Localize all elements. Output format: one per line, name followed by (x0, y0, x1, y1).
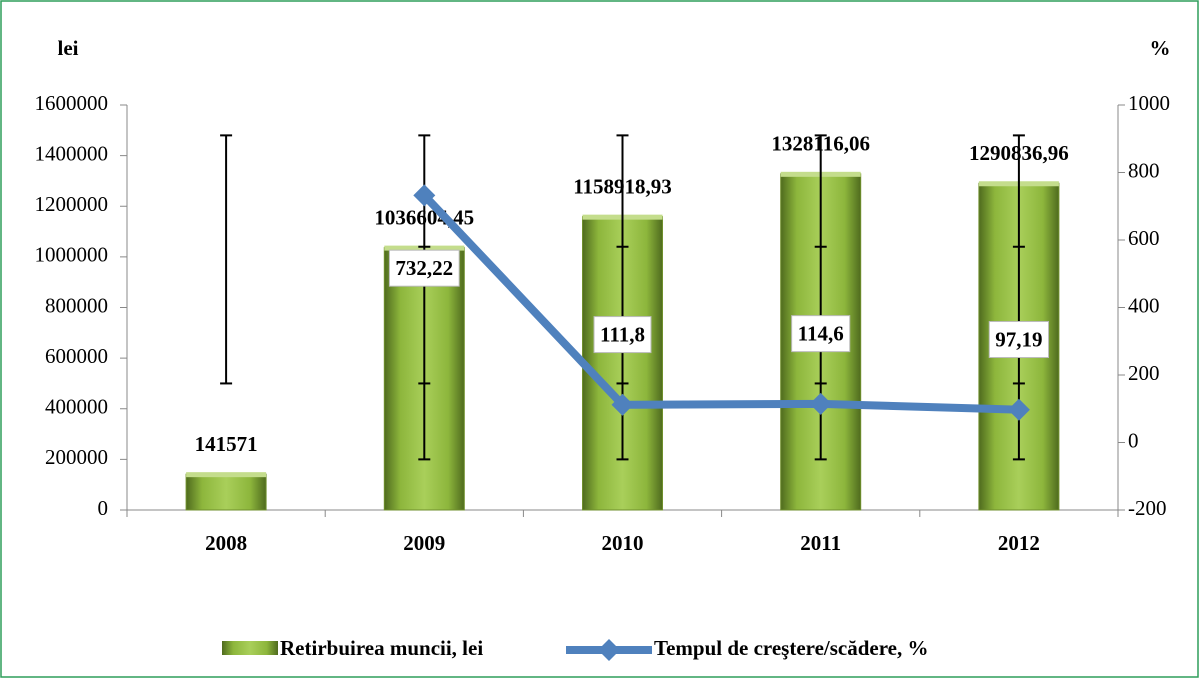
y-tick-label: 800000 (45, 293, 108, 317)
y2-tick-label: 600 (1128, 226, 1160, 250)
line-marker (1007, 398, 1030, 421)
y-tick-label: 1400000 (35, 141, 109, 165)
bar-top (186, 472, 267, 478)
line-value-label: 114,6 (798, 322, 844, 346)
line-label-box (388, 249, 460, 287)
y-tick-label: 1600000 (35, 91, 109, 115)
y2-axis-label: % (1150, 36, 1171, 60)
y2-tick-label: -200 (1128, 496, 1167, 520)
y-tick-label: 200000 (45, 445, 108, 469)
line-label-box (593, 316, 652, 354)
y-tick-label: 1200000 (35, 192, 109, 216)
line-value-label: 97,19 (995, 328, 1042, 352)
y-tick-label: 0 (98, 496, 109, 520)
line-label-box (988, 321, 1050, 359)
y2-tick-label: 1000 (1128, 91, 1170, 115)
line-marker (413, 184, 436, 207)
line (421, 192, 1020, 414)
y2-tick-label: 0 (1128, 428, 1139, 452)
line-marker (611, 393, 634, 416)
legend-label: Tempul de creştere/scădere, % (654, 636, 929, 660)
x-tick-label: 2008 (205, 531, 247, 555)
bar-value-label: 141571 (195, 432, 258, 456)
legend-marker (598, 639, 620, 661)
y2-tick-label: 200 (1128, 361, 1160, 385)
line-value-label: 732,22 (395, 256, 453, 280)
legend-swatch (222, 641, 278, 655)
line-marker (809, 392, 832, 415)
line-label-box (791, 315, 851, 353)
x-tick-label: 2009 (403, 531, 445, 555)
x-tick-label: 2011 (800, 531, 841, 555)
line-value-label: 111,8 (600, 323, 645, 347)
y-axis-label: lei (58, 36, 79, 60)
y2-tick-label: 800 (1128, 158, 1160, 182)
y-tick-label: 400000 (45, 395, 108, 419)
y-tick-label: 600000 (45, 344, 108, 368)
y2-tick-label: 400 (1128, 293, 1160, 317)
x-tick-label: 2010 (602, 531, 644, 555)
legend-label: Retirbuirea muncii, lei (280, 636, 483, 660)
y-tick-label: 1000000 (35, 243, 109, 267)
bar (185, 473, 267, 511)
x-tick-label: 2012 (998, 531, 1040, 555)
